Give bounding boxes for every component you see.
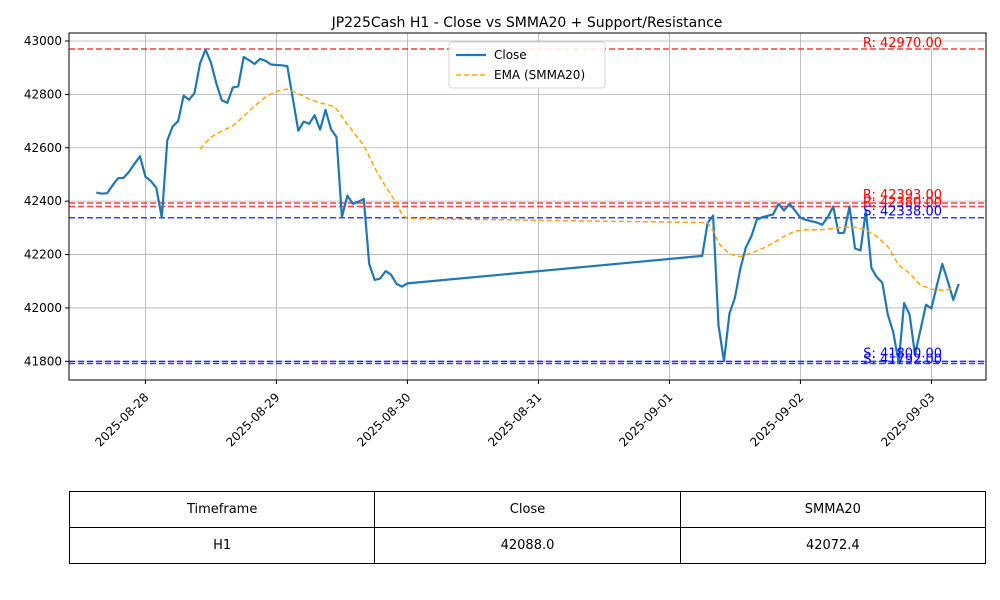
x-axis: 2025-08-28 2025-08-29 2025-08-30 2025-08-31… — [92, 380, 938, 449]
resistance-label: R: 42380.00 — [863, 196, 942, 211]
y-axis: 41800 42000 42200 42400 42600 42800 43000 — [24, 34, 69, 368]
y-tick-label: 43000 — [24, 34, 62, 48]
y-tick-label: 42000 — [24, 301, 62, 315]
x-tick-label: 2025-08-31 — [485, 390, 544, 449]
support-label: S: 41792.00 — [863, 352, 942, 367]
x-tick-label: 2025-09-03 — [878, 390, 937, 449]
table-header-cell: Timeframe — [68, 491, 376, 528]
y-tick-label: 41800 — [24, 354, 62, 368]
x-tick-label: 2025-08-28 — [92, 390, 151, 449]
summary-table: Timeframe Close SMMA20 H1 42088.0 42072.… — [68, 491, 987, 564]
table-cell-close: 42088.0 — [374, 527, 681, 564]
support-label: S: 41800.00 — [863, 346, 942, 361]
y-tick-label: 42600 — [24, 141, 62, 155]
resistance-label: R: 42393.00 — [863, 188, 942, 203]
y-tick-label: 42800 — [24, 87, 62, 101]
support-label: S: 42338.00 — [863, 205, 942, 220]
legend-label: Close — [494, 48, 527, 62]
smma20-line — [199, 88, 954, 292]
legend-box — [448, 41, 606, 89]
legend: Close EMA (SMMA20) — [448, 41, 606, 89]
y-tick-label: 42400 — [24, 194, 62, 208]
resistance-label: R: 42970.00 — [863, 36, 942, 51]
x-tick-label: 2025-08-30 — [354, 390, 413, 449]
x-tick-label: 2025-09-01 — [616, 390, 675, 449]
table-header-cell: SMMA20 — [679, 491, 987, 528]
level-labels: R: 42970.00 R: 42393.00R: 42380.00S: 4233… — [863, 36, 942, 367]
plot-frame — [68, 32, 987, 381]
table-header-row: Timeframe Close SMMA20 — [68, 491, 987, 528]
table-cell-timeframe: H1 — [68, 527, 376, 564]
legend-label: EMA (SMMA20) — [494, 68, 585, 82]
series-lines — [96, 48, 960, 364]
table-row: H1 42088.0 42072.4 — [68, 527, 987, 564]
close-line — [96, 48, 960, 364]
chart-title: JP225Cash H1 - Close vs SMMA20 + Support… — [331, 15, 723, 31]
x-tick-label: 2025-09-02 — [747, 390, 806, 449]
close-smma-chart: JP225Cash H1 - Close vs SMMA20 + Support… — [24, 15, 987, 449]
table-cell-smma20: 42072.4 — [679, 527, 987, 564]
y-tick-label: 42200 — [24, 248, 62, 262]
table-header-cell: Close — [374, 491, 681, 528]
x-tick-label: 2025-08-29 — [223, 390, 282, 449]
